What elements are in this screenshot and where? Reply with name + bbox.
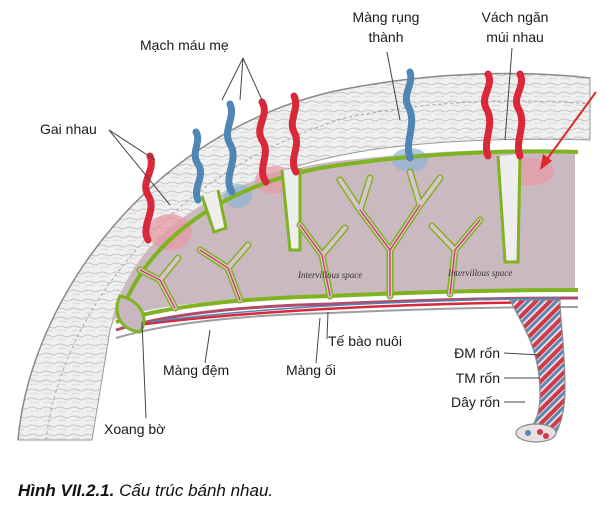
cord-cut-end [515, 423, 557, 443]
intervillous-space-label-2: Intervillous space [447, 268, 512, 278]
placental-septum-1 [280, 168, 302, 252]
villous-trees [136, 168, 484, 312]
placenta-diagram: Intervillous space Intervillous space [17, 47, 597, 443]
label-mang-rung-thanh-line2: thành [368, 29, 404, 45]
label-day-ron: Dây rốn [450, 394, 500, 410]
label-mang-rung-thanh: Màng rụng thành [348, 9, 424, 46]
chorionic-artery [129, 300, 561, 328]
label-vach-ngan-line1: Vách ngăn [481, 9, 549, 25]
chorion-outline [118, 149, 579, 319]
label-dm-ron: ĐM rốn [454, 345, 500, 361]
chorionic-vein [149, 297, 561, 323]
placental-septum-2 [496, 153, 522, 264]
intervillous-space-label-1: Intervillous space [297, 270, 362, 280]
label-tm-ron: TM rốn [455, 370, 500, 386]
red-arrow-pointer [540, 91, 597, 170]
figure-caption: Hình VII.2.1. Cấu trúc bánh nhau. [18, 481, 273, 501]
label-te-bao-nuoi: Tế bào nuôi [328, 333, 402, 349]
label-mach-mau-me: Mạch máu mẹ [140, 37, 229, 53]
label-xoang-bo: Xoang bờ [104, 421, 166, 437]
placental-septum-3 [200, 189, 228, 234]
caption-text: Cấu trúc bánh nhau. [119, 481, 274, 500]
umbilical-cord [509, 299, 566, 439]
caption-number: Hình VII.2.1. [18, 481, 115, 500]
decidua-outer-edge [17, 72, 591, 441]
marginal-sinus [115, 294, 146, 334]
decidua-inner-edge [45, 100, 591, 441]
maternal-vessels [142, 68, 526, 244]
amnion-line [115, 306, 579, 339]
label-mang-rung-thanh-line1: Màng rụng [352, 9, 420, 25]
label-vach-ngan-mui-nhau: Vách ngăn múi nhau [472, 9, 558, 46]
leader-lines [108, 47, 541, 419]
maternal-blood-pool-1 [148, 214, 192, 250]
label-mang-oi: Màng ối [286, 362, 336, 378]
label-mang-dem: Màng đệm [163, 362, 230, 378]
label-gai-nhau: Gai nhau [40, 121, 97, 137]
label-vach-ngan-line2: múi nhau [486, 29, 544, 45]
